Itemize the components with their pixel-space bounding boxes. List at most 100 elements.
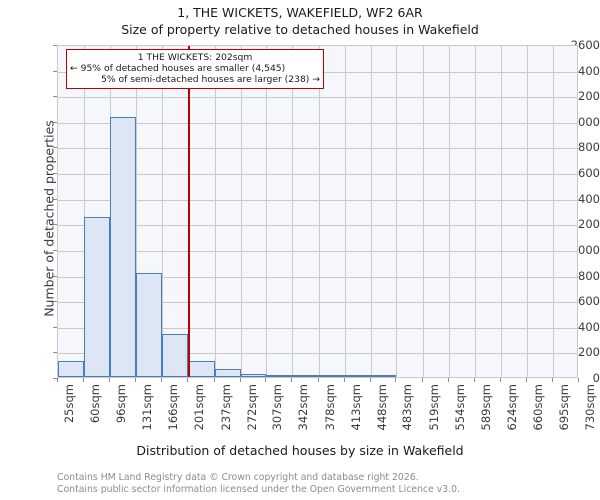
x-tick-mark [109,378,110,382]
y-tick-mark [53,71,57,72]
gridline-v [371,46,372,377]
gridline-h [58,328,577,329]
x-tick-label: 519sqm [427,384,442,431]
x-tick-mark [135,378,136,382]
x-tick-mark [344,378,345,382]
x-tick-label: 730sqm [583,384,597,431]
x-tick-mark [395,378,396,382]
gridline-h [58,353,577,354]
x-tick-mark [474,378,475,382]
gridline-v [527,46,528,377]
y-tick-label: 2600 [570,38,600,52]
footer-line-2: Contains public sector information licen… [57,483,460,495]
x-tick-mark [500,378,501,382]
y-tick-label: 2400 [570,63,600,78]
y-tick-mark [53,352,57,353]
gridline-v [241,46,242,377]
gridline-v [475,46,476,377]
y-tick-label: 600 [578,294,600,309]
histogram-bar [162,334,189,377]
y-tick-label: 1600 [570,166,600,181]
y-tick-label: 2000 [570,114,600,129]
gridline-v [162,46,163,377]
y-tick-mark [53,45,57,46]
x-tick-mark [57,378,58,382]
histogram-bar [344,375,371,377]
y-tick-mark [53,96,57,97]
gridline-v [215,46,216,377]
x-tick-label: 131sqm [140,384,155,431]
y-tick-label: 1200 [570,217,600,232]
gridline-v [136,46,137,377]
x-tick-mark [422,378,423,382]
x-tick-label: 342sqm [296,384,311,431]
y-tick-label: 1400 [570,191,600,206]
x-tick-mark [187,378,188,382]
gridline-v [84,46,85,377]
chart-title-secondary: Size of property relative to detached ho… [121,22,479,37]
annotation-property-size: 1 THE WICKETS: 202sqm [137,52,253,63]
y-tick-label: 1800 [570,140,600,155]
x-tick-mark [161,378,162,382]
x-tick-label: 307sqm [270,384,285,431]
y-tick-mark [53,276,57,277]
x-tick-label: 201sqm [192,384,207,431]
y-tick-label: 400 [578,319,600,334]
gridline-v [501,46,502,377]
x-tick-label: 378sqm [322,384,337,431]
histogram-bar [83,216,111,377]
x-tick-label: 660sqm [531,384,546,431]
histogram-bar [58,361,84,377]
gridline-v [396,46,397,377]
x-tick-label: 695sqm [557,384,572,431]
y-tick-mark [53,147,57,148]
y-tick-label: 2200 [570,89,600,104]
y-tick-label: 1000 [570,242,600,257]
gridline-v [292,46,293,377]
gridline-h [58,251,577,252]
gridline-v [449,46,450,377]
gridline-h [58,225,577,226]
gridline-h [58,123,577,124]
x-tick-mark [370,378,371,382]
x-tick-mark [526,378,527,382]
x-tick-label: 272sqm [244,384,259,431]
y-tick-mark [53,199,57,200]
histogram-bar [110,117,137,377]
x-tick-mark [240,378,241,382]
histogram-bar [292,375,319,377]
histogram-bar [266,375,293,377]
gridline-h [58,148,577,149]
histogram-bar [318,375,345,377]
gridline-h [58,97,577,98]
y-tick-mark [53,122,57,123]
gridline-v [319,46,320,377]
x-tick-mark [552,378,553,382]
x-tick-label: 624sqm [504,384,519,431]
plot-area [57,45,578,378]
y-tick-label: 200 [578,345,600,360]
histogram-bar [240,373,267,377]
x-tick-mark [448,378,449,382]
y-tick-mark [53,173,57,174]
y-tick-label: 0 [592,371,600,385]
property-annotation-box: 1 THE WICKETS: 202sqm ← 95% of detached … [66,49,324,89]
y-axis-label: Number of detached properties [41,120,57,317]
x-tick-label: 554sqm [452,384,467,431]
x-tick-label: 413sqm [348,384,363,431]
x-tick-mark [291,378,292,382]
gridline-v [345,46,346,377]
y-tick-mark [53,224,57,225]
x-tick-label: 237sqm [218,384,233,431]
x-tick-label: 25sqm [62,384,76,424]
x-tick-mark [214,378,215,382]
histogram-bar [214,368,241,377]
gridline-v [553,46,554,377]
y-tick-mark [53,250,57,251]
histogram-bar [136,273,163,377]
x-tick-label: 96sqm [114,384,129,424]
histogram-bar [188,361,215,377]
histogram-bars [58,46,577,377]
x-tick-label: 166sqm [166,384,181,431]
gridline-h [58,200,577,201]
